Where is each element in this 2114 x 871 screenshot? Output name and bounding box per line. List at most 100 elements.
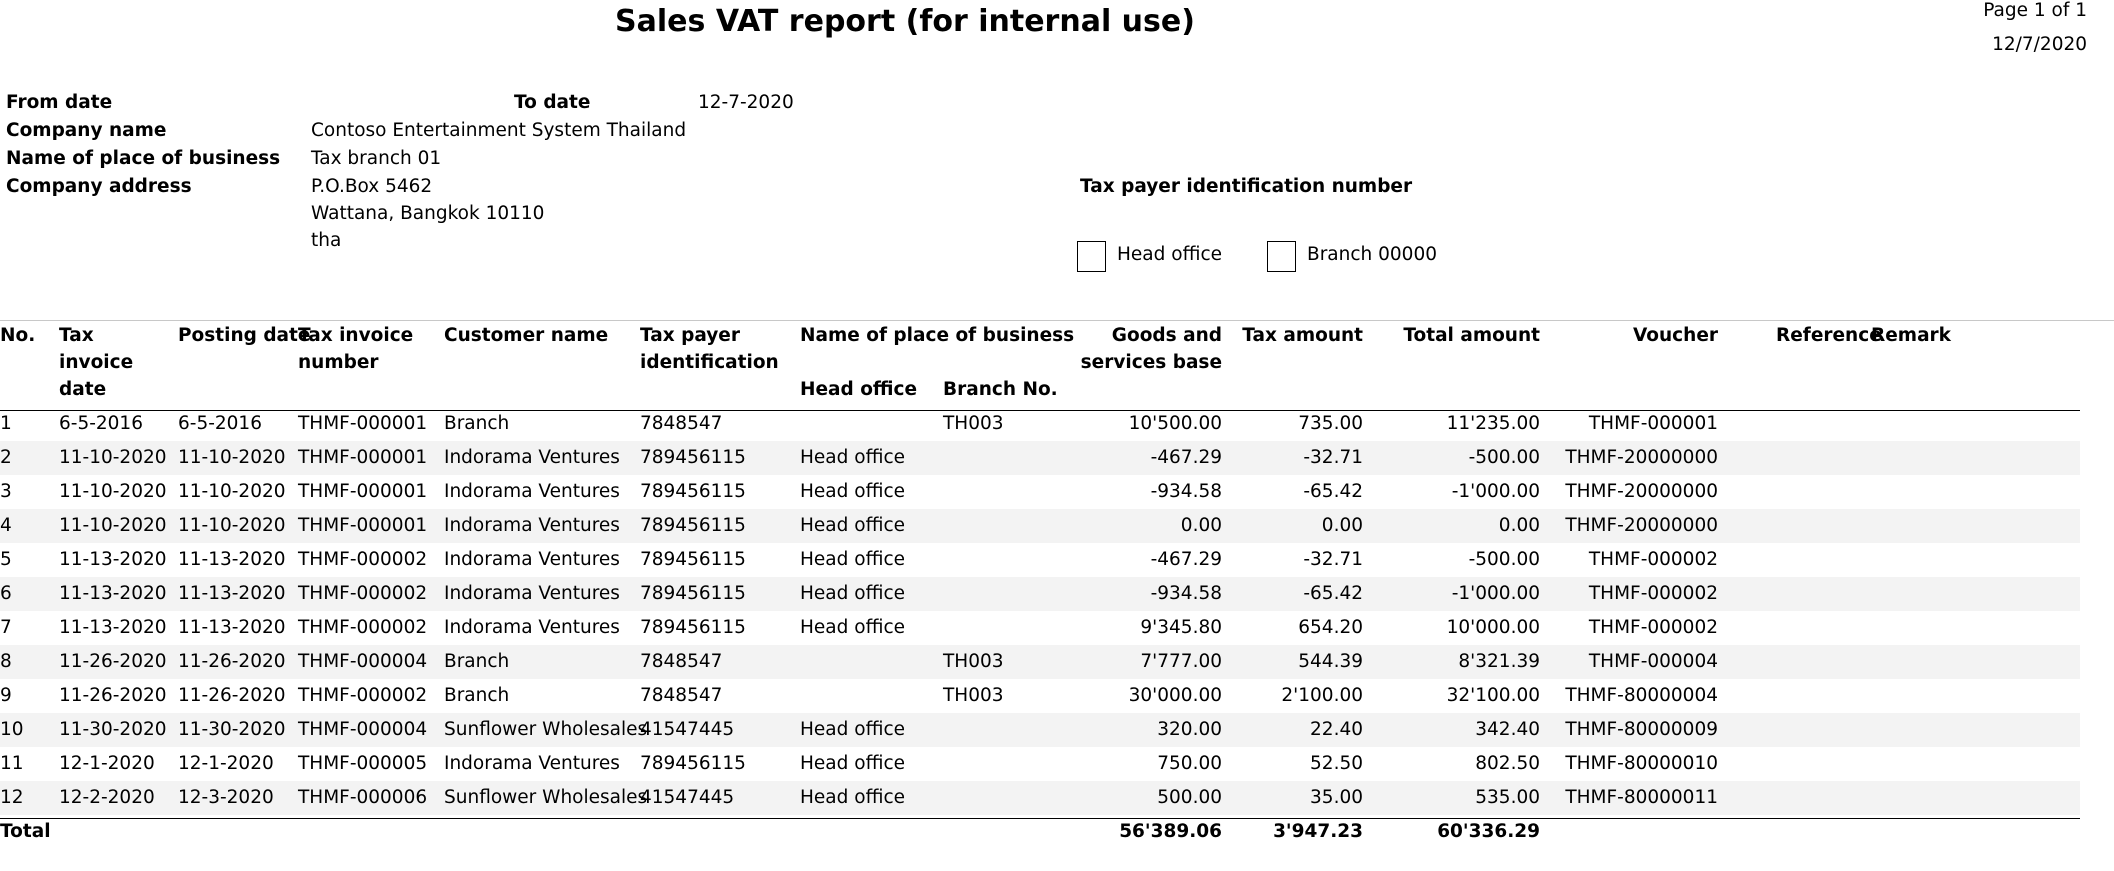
cell-voucher: THMF-80000010 — [1565, 753, 1718, 774]
cell-goods-base: -934.58 — [1150, 583, 1222, 604]
cell-customer-name: Indorama Ventures — [444, 549, 620, 570]
cell-goods-base: 30'000.00 — [1128, 685, 1222, 706]
cell-posting-date: 11-10-2020 — [178, 515, 286, 536]
head-office-option-label: Head office — [1117, 244, 1223, 265]
cell-tax-invoice-number: THMF-000001 — [298, 515, 428, 536]
to-date-label: To date — [514, 92, 591, 113]
col-head-office: Head office — [800, 379, 918, 400]
cell-goods-base: 0.00 — [1180, 515, 1222, 536]
address-line: tha — [311, 230, 342, 251]
cell-taxpayer-id: 789456115 — [640, 753, 746, 774]
cell-tax-invoice-date: 11-26-2020 — [59, 685, 167, 706]
cell-taxpayer-id: 789456115 — [640, 481, 746, 502]
table-row: 8 11-26-2020 11-26-2020 THMF-000004 Branch 78… — [0, 645, 2080, 679]
col-branch-no: Branch No. — [943, 379, 1058, 400]
cell-total-amount: 32'100.00 — [1446, 685, 1540, 706]
cell-goods-base: 10'500.00 — [1128, 413, 1222, 434]
cell-head-office: Head office — [800, 447, 906, 468]
cell-tax-amount: 735.00 — [1298, 413, 1363, 434]
cell-voucher: THMF-000002 — [1588, 549, 1718, 570]
cell-tax-invoice-date: 11-10-2020 — [59, 447, 167, 468]
cell-tax-invoice-date: 11-30-2020 — [59, 719, 167, 740]
cell-tax-invoice-date: 11-13-2020 — [59, 583, 167, 604]
cell-no: 7 — [0, 617, 12, 638]
cell-goods-base: -467.29 — [1150, 549, 1222, 570]
cell-posting-date: 11-13-2020 — [178, 583, 286, 604]
cell-customer-name: Sunflower Wholesales — [444, 787, 648, 808]
cell-head-office: Head office — [800, 515, 906, 536]
cell-tax-invoice-date: 11-13-2020 — [59, 617, 167, 638]
cell-tax-amount: 654.20 — [1298, 617, 1363, 638]
place-of-business-value: Tax branch 01 — [311, 148, 442, 169]
cell-voucher: THMF-000004 — [1588, 651, 1718, 672]
cell-taxpayer-id: 41547445 — [640, 787, 735, 808]
cell-customer-name: Branch — [444, 685, 510, 706]
cell-tax-invoice-number: THMF-000002 — [298, 617, 428, 638]
cell-posting-date: 12-3-2020 — [178, 787, 274, 808]
col-tax-invoice-number: Tax invoice number — [298, 325, 414, 373]
col-customer-name: Customer name — [444, 325, 609, 346]
cell-tax-invoice-number: THMF-000002 — [298, 549, 428, 570]
cell-voucher: THMF-000002 — [1588, 583, 1718, 604]
cell-customer-name: Indorama Ventures — [444, 617, 620, 638]
table-row: 7 11-13-2020 11-13-2020 THMF-000002 Indorama… — [0, 611, 2080, 645]
cell-total-amount: 10'000.00 — [1446, 617, 1540, 638]
cell-posting-date: 11-10-2020 — [178, 447, 286, 468]
cell-tax-invoice-number: THMF-000005 — [298, 753, 428, 774]
company-name-label: Company name — [6, 120, 167, 141]
cell-tax-invoice-number: THMF-000001 — [298, 481, 428, 502]
address-line: P.O.Box 5462 — [311, 176, 433, 197]
cell-taxpayer-id: 789456115 — [640, 549, 746, 570]
cell-tax-invoice-number: THMF-000001 — [298, 413, 428, 434]
cell-total-amount: -500.00 — [1468, 447, 1540, 468]
cell-branch-no: TH003 — [943, 651, 1004, 672]
col-reference: Reference — [1776, 325, 1882, 346]
cell-total-amount: 342.40 — [1475, 719, 1540, 740]
cell-voucher: THMF-80000011 — [1565, 787, 1718, 808]
cell-tax-invoice-date: 11-13-2020 — [59, 549, 167, 570]
cell-tax-invoice-number: THMF-000002 — [298, 685, 428, 706]
cell-taxpayer-id: 789456115 — [640, 515, 746, 536]
from-date-label: From date — [6, 92, 113, 113]
col-remark: Remark — [1871, 325, 1951, 346]
cell-voucher: THMF-20000000 — [1565, 481, 1718, 502]
cell-tax-invoice-date: 11-26-2020 — [59, 651, 167, 672]
branch-checkbox[interactable] — [1267, 241, 1296, 272]
table-row: 1 6-5-2016 6-5-2016 THMF-000001 Branch 784854… — [0, 407, 2080, 441]
cell-tax-invoice-number: THMF-000004 — [298, 719, 428, 740]
cell-no: 1 — [0, 413, 12, 434]
cell-head-office: Head office — [800, 481, 906, 502]
cell-tax-invoice-number: THMF-000004 — [298, 651, 428, 672]
cell-tax-amount: 35.00 — [1310, 787, 1363, 808]
cell-no: 6 — [0, 583, 12, 604]
cell-tax-invoice-number: THMF-000006 — [298, 787, 428, 808]
cell-head-office: Head office — [800, 719, 906, 740]
cell-goods-base: 320.00 — [1157, 719, 1222, 740]
cell-tax-amount: 544.39 — [1298, 651, 1363, 672]
branch-option-label: Branch 00000 — [1307, 244, 1437, 265]
cell-posting-date: 12-1-2020 — [178, 753, 274, 774]
table-row: 10 11-30-2020 11-30-2020 THMF-000004 Sunflow… — [0, 713, 2080, 747]
cell-tax-amount: 2'100.00 — [1281, 685, 1363, 706]
cell-total-amount: -500.00 — [1468, 549, 1540, 570]
head-office-checkbox[interactable] — [1077, 241, 1106, 272]
cell-total-amount: -1'000.00 — [1451, 583, 1540, 604]
cell-tax-invoice-date: 11-10-2020 — [59, 515, 167, 536]
cell-posting-date: 11-13-2020 — [178, 549, 286, 570]
col-tax-invoice-date: Tax invoice date — [59, 325, 134, 400]
col-voucher: Voucher — [1633, 325, 1718, 346]
cell-voucher: THMF-80000004 — [1565, 685, 1718, 706]
cell-tax-amount: -65.42 — [1303, 583, 1363, 604]
taxpayer-id-label: Tax payer identification number — [1080, 176, 1413, 197]
cell-posting-date: 11-13-2020 — [178, 617, 286, 638]
cell-customer-name: Indorama Ventures — [444, 481, 620, 502]
cell-goods-base: 500.00 — [1157, 787, 1222, 808]
table-row: 12 12-2-2020 12-3-2020 THMF-000006 Sunflower… — [0, 781, 2080, 815]
cell-customer-name: Indorama Ventures — [444, 515, 620, 536]
cell-taxpayer-id: 789456115 — [640, 583, 746, 604]
table-row: 3 11-10-2020 11-10-2020 THMF-000001 Indorama… — [0, 475, 2080, 509]
cell-no: 12 — [0, 787, 24, 808]
table-row: 9 11-26-2020 11-26-2020 THMF-000002 Branch 78… — [0, 679, 2080, 713]
cell-no: 8 — [0, 651, 12, 672]
cell-goods-base: 750.00 — [1157, 753, 1222, 774]
